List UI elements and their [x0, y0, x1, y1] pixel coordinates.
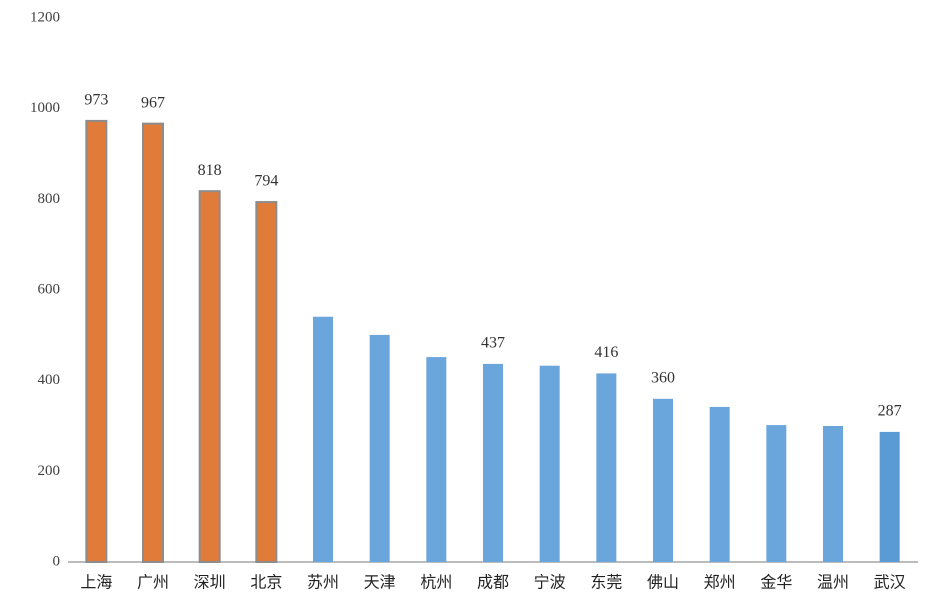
x-tick-label: 温州: [817, 574, 849, 592]
bar: [766, 425, 787, 562]
bar: [255, 201, 278, 563]
y-tick-label: 0: [53, 553, 61, 569]
bar: [709, 406, 730, 562]
y-tick-label: 1200: [30, 9, 60, 25]
value-label: 416: [594, 344, 618, 361]
bar: [653, 398, 673, 562]
x-tick-label: 佛山: [647, 574, 679, 592]
x-tick-label: 上海: [80, 574, 112, 592]
x-tick-label: 金华: [760, 574, 792, 592]
value-label: 967: [141, 94, 165, 111]
x-tick-label: 深圳: [194, 574, 226, 592]
value-label: 794: [254, 173, 278, 190]
x-tick-label: 成都: [477, 574, 509, 592]
y-tick-label: 400: [38, 372, 61, 388]
bar: [539, 365, 560, 562]
value-label: 287: [878, 403, 902, 420]
value-label: 360: [651, 369, 675, 386]
bar: [823, 426, 843, 562]
bar: [596, 373, 617, 562]
x-tick-label: 武汉: [874, 574, 906, 592]
bar: [426, 357, 447, 562]
x-tick-label: 宁波: [534, 574, 566, 592]
value-label: 973: [84, 92, 108, 109]
y-tick-label: 800: [38, 191, 61, 207]
x-tick-label: 广州: [137, 574, 169, 592]
bar: [198, 190, 221, 563]
bar: [85, 119, 108, 563]
y-tick-label: 600: [38, 281, 61, 297]
y-tick-label: 200: [38, 463, 61, 479]
y-tick-label: 1000: [30, 100, 60, 116]
x-tick-label: 天津: [364, 574, 396, 592]
x-tick-label: 杭州: [420, 574, 452, 592]
bar: [369, 334, 390, 562]
x-tick-label: 东莞: [590, 574, 622, 592]
x-tick-label: 北京: [250, 574, 282, 592]
x-tick-label: 苏州: [307, 574, 339, 592]
value-label: 818: [198, 162, 222, 179]
bar: [142, 122, 164, 563]
value-label: 437: [481, 335, 505, 352]
bar: [483, 363, 503, 562]
bar: [313, 316, 333, 562]
bar: [879, 431, 900, 562]
x-tick-label: 郑州: [704, 574, 736, 592]
